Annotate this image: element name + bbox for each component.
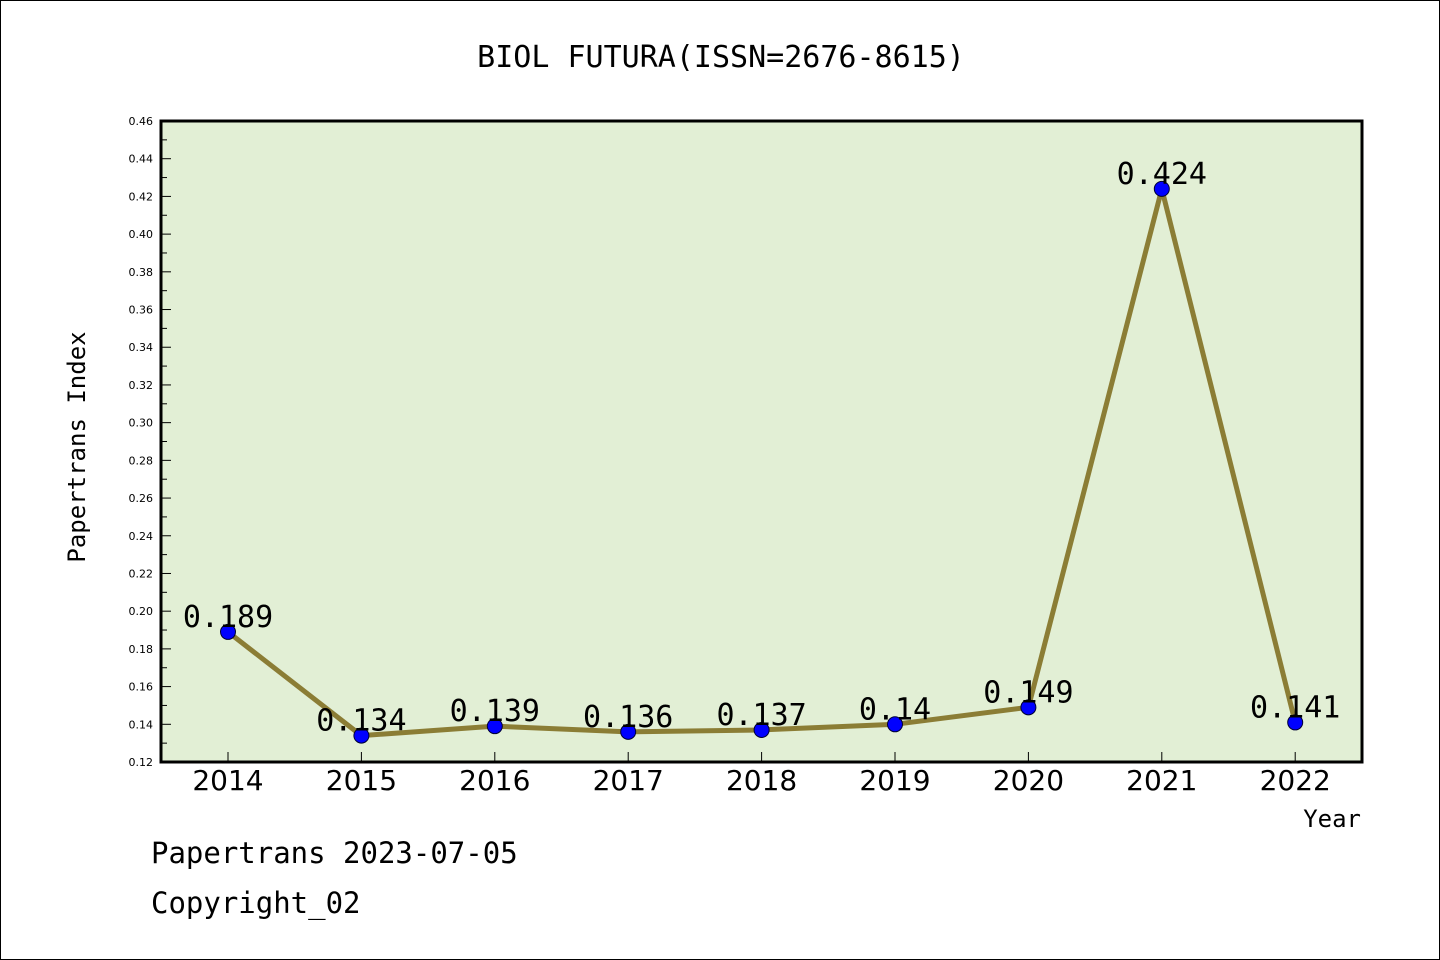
y-tick-label: 0.20 [129, 605, 154, 618]
data-labels: 0.189 0.134 0.139 0.136 0.137 0.14 0.149 0.424 0… [183, 157, 1341, 739]
data-point [620, 723, 637, 740]
y-tick-label: 0.36 [129, 304, 154, 317]
y-tick-label: 0.30 [129, 417, 154, 430]
y-tick-label: 0.16 [129, 681, 154, 694]
x-axis-label: Year [1303, 805, 1361, 833]
y-tick-label: 0.14 [129, 718, 154, 731]
data-label: 0.137 [716, 698, 806, 733]
y-tick-label: 0.34 [129, 341, 154, 354]
y-axis-ticks: 0.12 0.14 0.16 0.18 0.20 0.22 0.24 0.26 0.28 0.30… [129, 115, 171, 769]
y-tick-label: 0.26 [129, 492, 154, 505]
x-tick-label: 2018 [726, 764, 797, 797]
y-tick-label: 0.12 [129, 756, 154, 769]
x-tick-label: 2016 [459, 764, 530, 797]
chart-title: BIOL FUTURA(ISSN=2676-8615) [477, 40, 965, 75]
data-point [353, 727, 370, 744]
y-tick-label: 0.40 [129, 228, 154, 241]
plot-area [161, 121, 1362, 762]
data-point [220, 623, 236, 640]
data-label: 0.136 [583, 700, 673, 735]
data-point [1020, 699, 1037, 716]
data-label: 0.424 [1117, 157, 1207, 192]
y-tick-label: 0.24 [129, 530, 154, 543]
x-tick-label: 2017 [593, 764, 664, 797]
y-tick-label: 0.22 [129, 567, 154, 580]
y-tick-label: 0.18 [129, 643, 154, 656]
x-tick-label: 2021 [1126, 764, 1197, 797]
footer-date: Papertrans 2023-07-05 [151, 836, 518, 870]
data-point [486, 718, 503, 735]
y-tick-label: 0.28 [129, 454, 154, 467]
x-tick-label: 2022 [1260, 764, 1331, 797]
data-label: 0.149 [983, 675, 1073, 710]
y-tick-label: 0.44 [129, 153, 154, 166]
footer-copyright: Copyright_02 [151, 886, 361, 920]
data-label: 0.14 [859, 692, 931, 727]
y-tick-label: 0.46 [129, 115, 154, 128]
y-tick-label: 0.32 [129, 379, 154, 392]
series-markers [220, 180, 1304, 744]
data-point [1153, 180, 1170, 197]
x-tick-label: 2015 [326, 764, 397, 797]
x-tick-label: 2020 [993, 764, 1064, 797]
data-label: 0.139 [450, 694, 540, 729]
x-tick-label: 2014 [192, 764, 263, 797]
y-tick-label: 0.42 [129, 190, 154, 203]
x-tick-label: 2019 [859, 764, 930, 797]
data-label: 0.189 [183, 600, 273, 635]
data-point [753, 721, 770, 738]
data-point [1287, 714, 1304, 731]
y-axis-label: Papertrans Index [63, 331, 91, 562]
data-label: 0.134 [316, 704, 406, 739]
plot-border [159, 119, 1364, 764]
data-label: 0.141 [1250, 690, 1340, 725]
x-axis-ticks: 2014 2015 2016 2017 2018 2019 2020 2021 2022 [192, 752, 1331, 797]
data-point [887, 716, 903, 733]
y-tick-label: 0.38 [129, 266, 154, 279]
